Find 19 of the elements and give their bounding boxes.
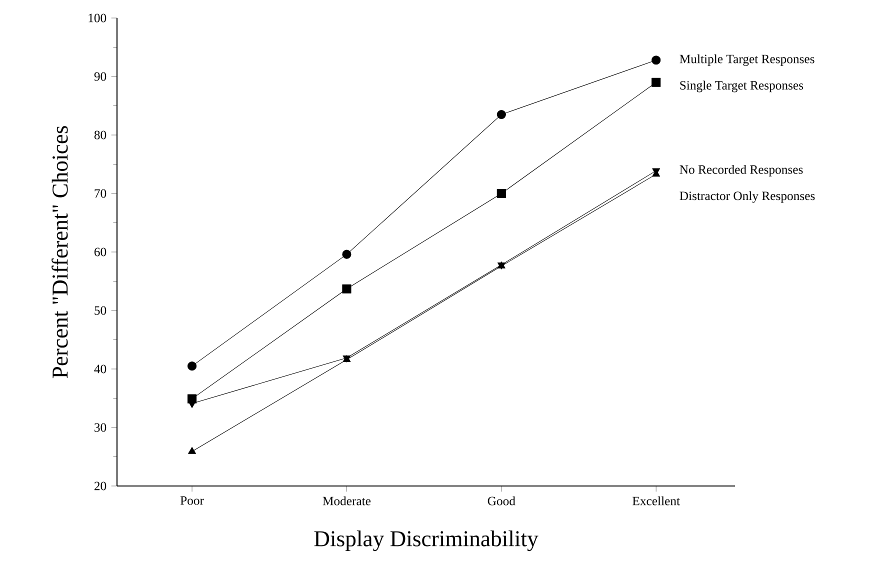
series-label: No Recorded Responses [680,164,803,176]
series-label: Single Target Responses [680,80,804,92]
y-tick-label: 80 [94,130,106,140]
y-tick-label: 20 [94,482,106,490]
y-tick-label: 70 [94,189,106,198]
x-axis-title: Display Discriminability [314,530,538,552]
y-tick-label: 30 [94,423,106,432]
y-tick-label: 60 [94,248,106,256]
y-axis-title: Percent "Different" Choices [52,126,68,378]
x-tick-label: Good [488,496,516,506]
x-tick-label: Moderate [322,496,371,506]
series-label: Multiple Target Responses [680,54,814,66]
series-label: Distractor Only Responses [680,191,815,203]
y-tick-label: 40 [94,364,106,374]
x-tick-label: Poor [180,496,204,505]
y-tick-label: 100 [88,14,106,22]
y-tick-label: 90 [94,72,106,81]
y-tick-label: 50 [94,306,106,315]
x-tick-label: Excellent [632,496,680,506]
